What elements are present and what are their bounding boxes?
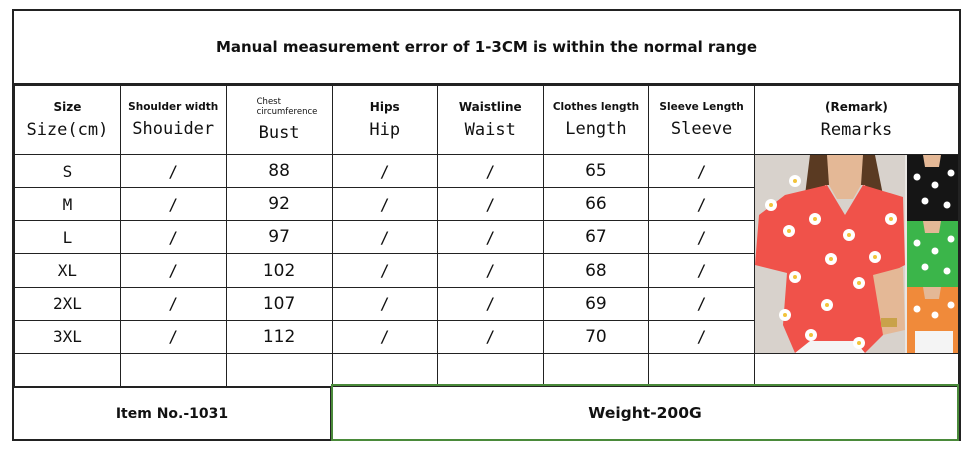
header-length: Clothes length Length	[542, 85, 650, 155]
bust-cell: 102	[225, 253, 333, 288]
shoulder-cell: /	[119, 187, 227, 222]
table-row: 3XL / 112 / / 70 /	[14, 319, 959, 355]
empty-cell	[331, 353, 438, 387]
header-size-bottom: Size(cm)	[26, 120, 109, 140]
header-sleeve-bottom: Sleeve	[670, 119, 733, 139]
shoulder-cell: /	[119, 286, 227, 321]
product-photo-cell	[753, 154, 960, 354]
header-hip: Hips Hip	[331, 85, 438, 155]
size-cell: M	[14, 187, 121, 222]
header-shoulder-top: Shoulder width	[128, 101, 219, 113]
waist-cell: /	[436, 253, 544, 288]
empty-row	[14, 353, 960, 387]
header-length-bottom: Length	[565, 119, 627, 139]
empty-cell	[753, 353, 960, 387]
hip-cell: /	[331, 187, 438, 222]
bust-cell: 88	[225, 153, 333, 189]
sleeve-cell: /	[648, 286, 755, 321]
header-hip-top: Hips	[369, 100, 400, 114]
header-remarks-top: (Remark)	[825, 100, 888, 114]
waist-cell: /	[436, 153, 544, 189]
hip-cell: /	[331, 286, 438, 321]
header-waist-top: Waistline	[458, 100, 522, 114]
shoulder-cell: /	[119, 220, 227, 255]
bust-cell: 107	[225, 286, 333, 321]
bust-cell: 92	[225, 187, 333, 222]
empty-cell	[542, 353, 650, 387]
table-row: 2XL / 107 / / 69 /	[14, 286, 959, 321]
header-bust-top: Chest circumference	[256, 97, 318, 117]
sleeve-cell: /	[648, 187, 755, 222]
header-remarks-bottom: Remarks	[820, 120, 893, 140]
header-bust-bottom: Bust	[258, 123, 300, 143]
bust-cell: 97	[225, 220, 333, 255]
size-cell: 3XL	[14, 319, 121, 355]
header-waist: Waistline Waist	[436, 85, 544, 155]
empty-cell	[119, 353, 227, 387]
table-row: XL / 102 / / 68 /	[14, 253, 959, 288]
size-cell: S	[14, 153, 121, 189]
header-size-top: Size	[53, 100, 82, 114]
sleeve-cell: /	[648, 220, 755, 255]
header-sleeve: Sleeve Length Sleeve	[648, 85, 755, 155]
shoulder-cell: /	[119, 153, 227, 189]
hip-cell: /	[331, 153, 438, 189]
length-cell: 66	[542, 187, 650, 222]
header-remarks: (Remark) Remarks	[753, 85, 960, 155]
length-cell: 68	[542, 253, 650, 288]
bust-cell: 112	[225, 319, 333, 355]
size-table: Size Size(cm) Shoulder width Shouider Ch…	[14, 85, 960, 387]
weight-label: Weight-200G	[331, 384, 959, 441]
chart-title: Manual measurement error of 1-3CM is wit…	[14, 11, 959, 85]
size-cell: 2XL	[14, 286, 121, 321]
size-cell: XL	[14, 253, 121, 288]
hip-cell: /	[331, 220, 438, 255]
sleeve-cell: /	[648, 319, 755, 355]
header-hip-bottom: Hip	[369, 120, 401, 140]
shoulder-cell: /	[119, 253, 227, 288]
header-size: Size Size(cm)	[14, 85, 121, 155]
table-row: S / 88 / / 65 /	[14, 153, 960, 354]
shoulder-cell: /	[119, 319, 227, 355]
waist-cell: /	[436, 286, 544, 321]
header-shoulder-bottom: Shouider	[132, 119, 215, 139]
hip-cell: /	[331, 253, 438, 288]
sleeve-cell: /	[648, 253, 755, 288]
header-row: Size Size(cm) Shoulder width Shouider Ch…	[14, 85, 960, 155]
waist-cell: /	[436, 319, 544, 355]
header-shoulder: Shoulder width Shouider	[119, 85, 227, 155]
length-cell: 70	[542, 319, 650, 355]
header-bust: Chest circumference Bust	[225, 85, 333, 155]
hip-cell: /	[331, 319, 438, 355]
size-cell: L	[14, 220, 121, 255]
waist-cell: /	[436, 220, 544, 255]
sleeve-cell: /	[648, 153, 755, 189]
size-chart: Manual measurement error of 1-3CM is wit…	[12, 9, 961, 441]
header-sleeve-top: Sleeve Length	[659, 101, 744, 113]
item-number: Item No.-1031	[14, 386, 332, 439]
length-cell: 65	[542, 153, 650, 189]
empty-cell	[225, 353, 333, 387]
empty-cell	[14, 353, 121, 387]
header-waist-bottom: Waist	[464, 120, 516, 140]
waist-cell: /	[436, 187, 544, 222]
table-row: M / 92 / / 66 /	[14, 187, 959, 222]
product-photo	[755, 155, 958, 353]
empty-cell	[648, 353, 755, 387]
header-length-top: Clothes length	[552, 101, 640, 113]
length-cell: 69	[542, 286, 650, 321]
length-cell: 67	[542, 220, 650, 255]
empty-cell	[436, 353, 544, 387]
